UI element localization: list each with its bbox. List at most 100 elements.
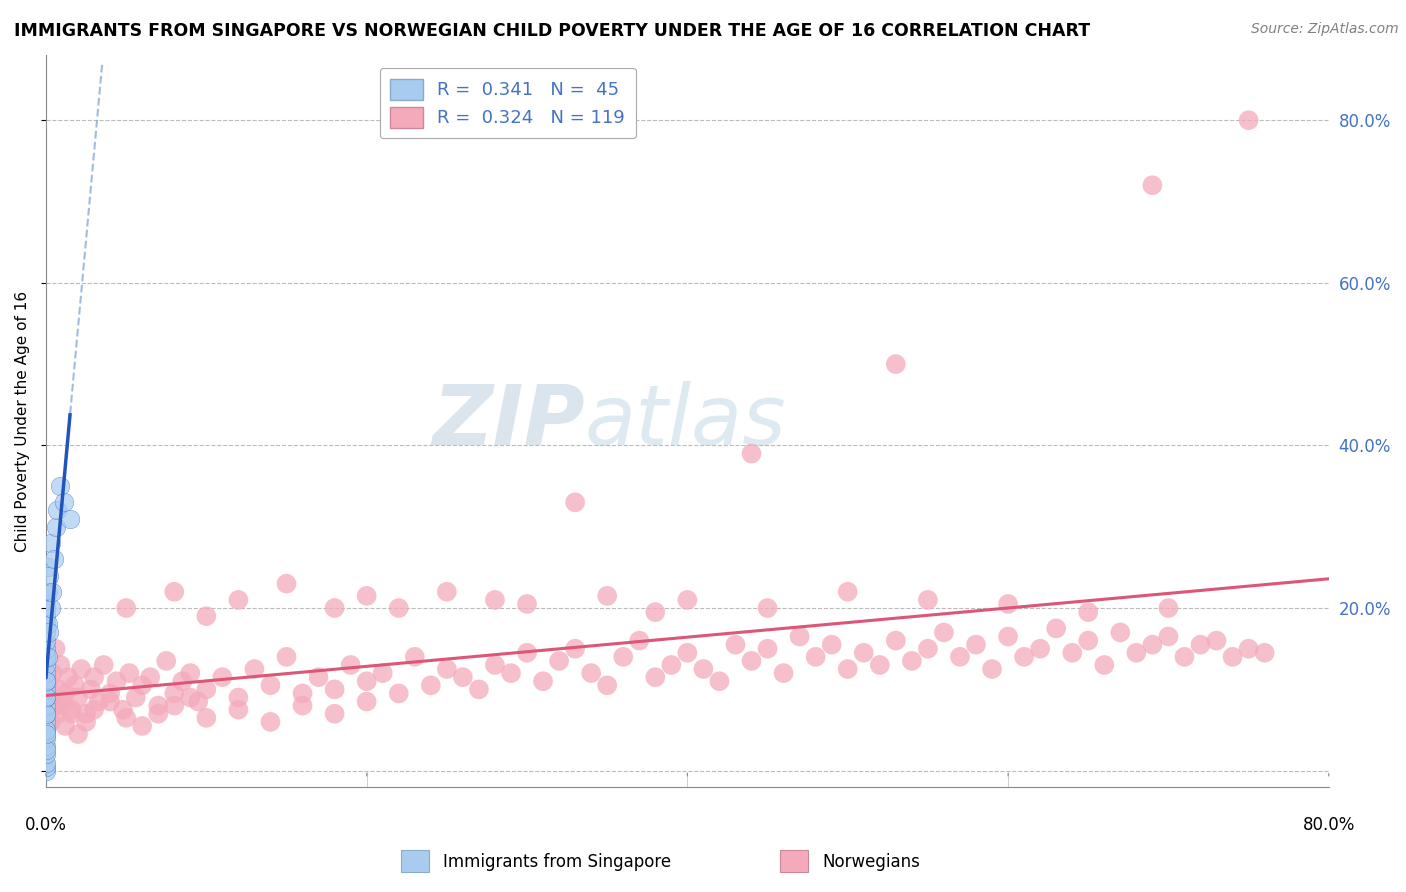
Point [60, 703, 83, 717]
Point [692, 662, 714, 676]
Point [323, 682, 346, 697]
Point [564, 495, 586, 509]
Point [516, 646, 538, 660]
Point [388, 601, 411, 615]
Point [53, 686, 76, 700]
Point [131, 719, 153, 733]
Point [70, 662, 93, 676]
Point [115, 601, 138, 615]
Point [451, 670, 474, 684]
Point [45, 641, 67, 656]
Point [1237, 641, 1260, 656]
Point [155, 654, 177, 668]
Point [932, 625, 955, 640]
Point [548, 654, 571, 668]
Point [139, 670, 162, 684]
Text: Immigrants from Singapore: Immigrants from Singapore [443, 853, 671, 871]
Point [75, 706, 97, 721]
Point [837, 584, 859, 599]
Point [579, 666, 602, 681]
Point [228, 593, 250, 607]
Point [37, 584, 59, 599]
Point [60, 706, 83, 721]
Point [38, 625, 60, 640]
Point [35, 657, 58, 672]
Point [484, 657, 506, 672]
Point [1222, 649, 1244, 664]
Point [291, 686, 314, 700]
Point [48, 682, 70, 697]
Point [125, 690, 148, 705]
Point [48, 698, 70, 713]
Point [211, 670, 233, 684]
Point [917, 593, 939, 607]
Point [436, 662, 458, 676]
Point [49, 657, 72, 672]
Point [115, 711, 138, 725]
Point [371, 666, 394, 681]
Point [901, 654, 924, 668]
Point [516, 597, 538, 611]
Point [259, 714, 281, 729]
Point [564, 641, 586, 656]
Point [804, 649, 827, 664]
Point [499, 666, 522, 681]
Point [837, 662, 859, 676]
Point [35, 714, 58, 729]
Point [276, 649, 298, 664]
Point [869, 657, 891, 672]
Point [1142, 638, 1164, 652]
Point [356, 694, 378, 708]
Point [789, 630, 811, 644]
Point [228, 703, 250, 717]
Point [291, 698, 314, 713]
Point [676, 593, 699, 607]
Point [172, 674, 194, 689]
Point [644, 670, 666, 684]
Point [179, 666, 201, 681]
Point [163, 698, 186, 713]
Point [63, 678, 86, 692]
Point [58, 670, 80, 684]
Point [195, 711, 218, 725]
Point [356, 674, 378, 689]
Point [997, 597, 1019, 611]
Point [53, 719, 76, 733]
Point [80, 682, 103, 697]
Point [644, 605, 666, 619]
Legend: R =  0.341   N =  45, R =  0.324   N = 119: R = 0.341 N = 45, R = 0.324 N = 119 [380, 68, 636, 138]
Point [468, 682, 491, 697]
Point [93, 657, 115, 672]
Point [46, 706, 69, 721]
Point [35, 649, 58, 664]
Point [67, 690, 90, 705]
Point [965, 638, 987, 652]
Point [52, 495, 75, 509]
Point [596, 678, 619, 692]
Point [49, 479, 72, 493]
Point [35, 674, 58, 689]
Point [39, 690, 62, 705]
Point [852, 646, 875, 660]
Point [1237, 113, 1260, 128]
Point [35, 633, 58, 648]
Point [339, 657, 361, 672]
Y-axis label: Child Poverty Under the Age of 16: Child Poverty Under the Age of 16 [15, 291, 30, 551]
Point [404, 649, 426, 664]
Point [38, 674, 60, 689]
Point [75, 714, 97, 729]
Point [35, 641, 58, 656]
Point [259, 678, 281, 692]
Text: Norwegians: Norwegians [823, 853, 921, 871]
Text: 80.0%: 80.0% [1302, 816, 1355, 834]
Point [67, 727, 90, 741]
Point [51, 694, 73, 708]
Point [1077, 605, 1099, 619]
Point [35, 609, 58, 624]
Point [308, 670, 330, 684]
Point [741, 446, 763, 460]
Point [1157, 601, 1180, 615]
Point [1205, 633, 1227, 648]
Point [1045, 621, 1067, 635]
Point [756, 641, 779, 656]
